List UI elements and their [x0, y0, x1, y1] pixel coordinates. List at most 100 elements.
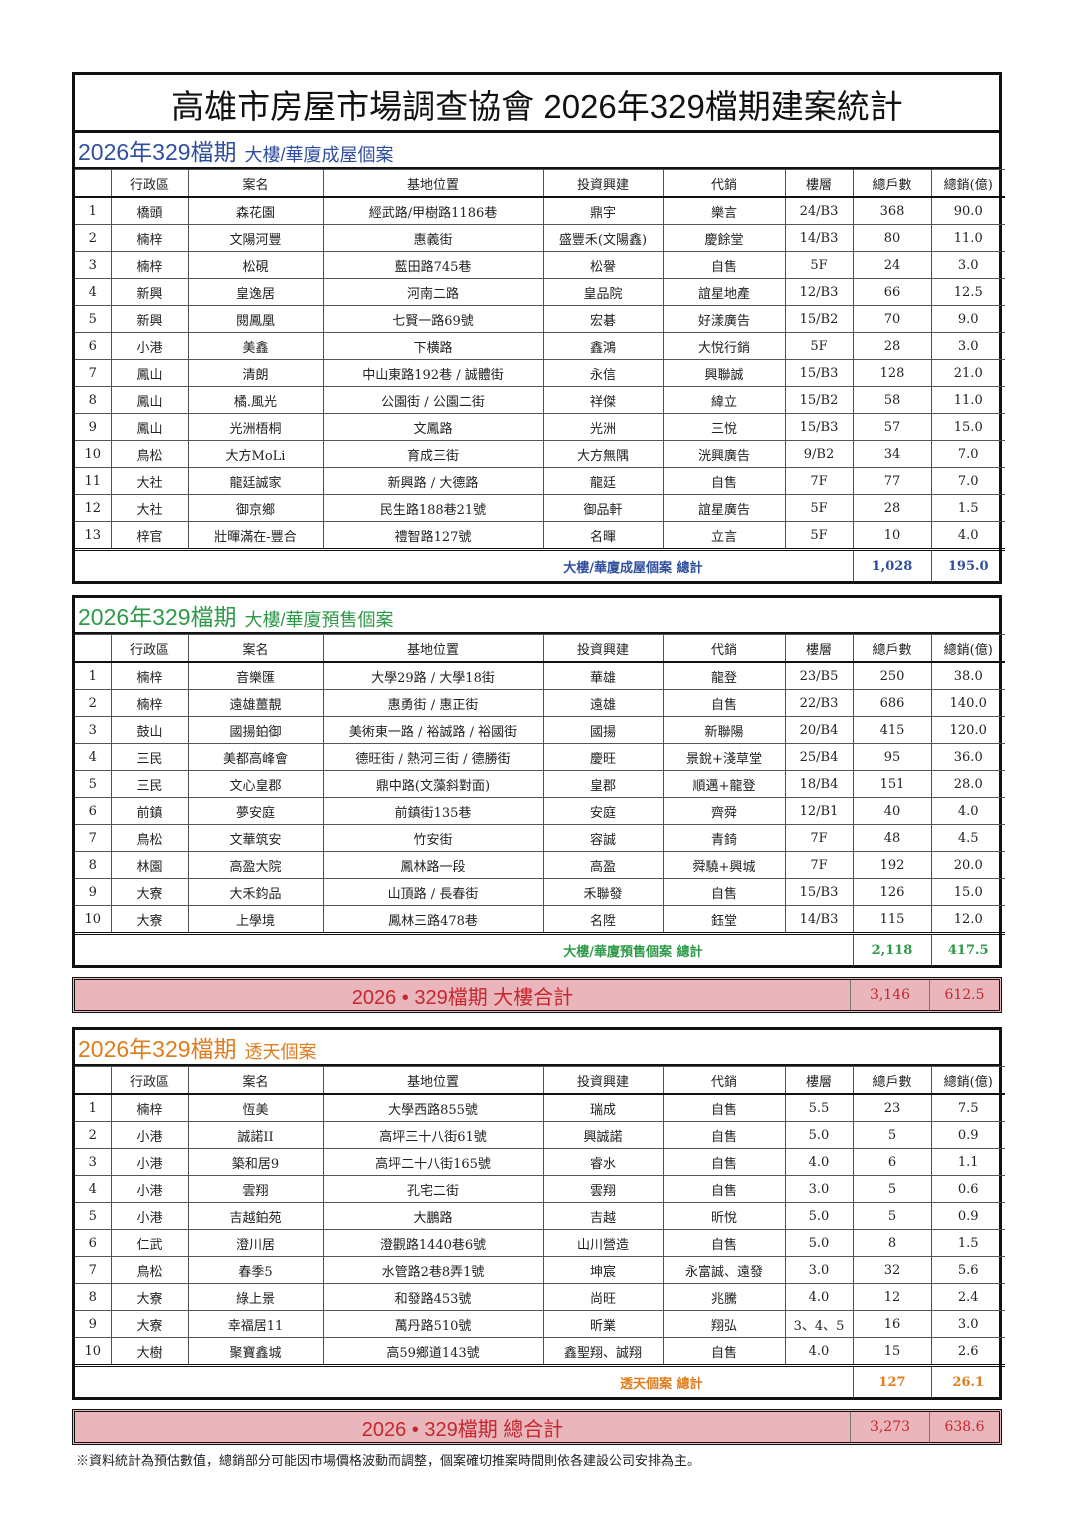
- table-cell: 3.0: [930, 1310, 1005, 1338]
- section-completed-towers: 2026年329檔期 大樓/華廈成屋個案 行政區 案名 基地位置 投資興建 代銷 樓層 總戶數…: [72, 130, 1005, 584]
- table-cell: 5: [75, 305, 112, 333]
- column-header: 代銷: [662, 169, 786, 198]
- total-sales: 26.1: [930, 1364, 1005, 1397]
- header-row: 行政區 案名 基地位置 投資興建 代銷 樓層 總戶數 總銷(億): [75, 634, 1005, 663]
- table-row: 1 楠梓 恆美 大學西路855號 瑞成 自售 5.5 23 7.5: [75, 1093, 1005, 1122]
- table-cell: 皇逸居: [187, 278, 324, 306]
- table-cell: 20.0: [930, 851, 1005, 879]
- table-cell: 128: [852, 359, 932, 387]
- table-cell: 大社: [110, 467, 189, 495]
- table-cell: 遠雄: [542, 689, 664, 717]
- table-cell: 2.6: [930, 1337, 1005, 1366]
- table-cell: 大社: [110, 494, 189, 522]
- table-cell: 3.0: [930, 251, 1005, 279]
- table-cell: 鳥松: [110, 440, 189, 468]
- table-cell: 華雄: [542, 661, 664, 690]
- table-cell: 28.0: [930, 770, 1005, 798]
- project-table: 行政區 案名 基地位置 投資興建 代銷 樓層 總戶數 總銷(億) 1 楠梓 恆美 大學西路855號 瑞成…: [75, 1066, 1005, 1397]
- table-cell: 慶旺: [542, 743, 664, 771]
- grand-total-sales: 638.6: [944, 1419, 985, 1435]
- column-header: 代銷: [662, 634, 786, 663]
- table-cell: 松硯: [187, 251, 324, 279]
- table-cell: 新興: [110, 278, 189, 306]
- table-cell: 美鑫: [187, 332, 324, 360]
- table-cell: 36.0: [930, 743, 1005, 771]
- table-cell: 中山東路192巷 / 誠體街: [322, 359, 544, 387]
- table-cell: 澄川居: [187, 1229, 324, 1257]
- section-presale-towers: 2026年329檔期 大樓/華廈預售個案 行政區 案名 基地位置 投資興建 代銷 樓層 總戶數…: [72, 595, 1005, 968]
- table-cell: 140.0: [930, 689, 1005, 717]
- table-cell: 686: [852, 689, 932, 717]
- table-cell: 楠梓: [110, 224, 189, 252]
- table-cell: 5F: [784, 494, 854, 522]
- table-cell: 7.5: [930, 1093, 1005, 1122]
- table-cell: 57: [852, 413, 932, 441]
- table-cell: 大寮: [110, 1283, 189, 1311]
- table-cell: 吉越鉑苑: [187, 1202, 324, 1230]
- table-cell: 皇郡: [542, 770, 664, 798]
- table-cell: 22/B3: [784, 689, 854, 717]
- column-header: 案名: [187, 1066, 324, 1095]
- table-cell: 小港: [110, 1175, 189, 1203]
- section-townhouses: 2026年329檔期 透天個案 行政區 案名 基地位置 投資興建 代銷 樓層 總戶數 總銷(億)…: [72, 1027, 1005, 1400]
- table-cell: 7: [75, 824, 112, 852]
- table-cell: 下横路: [322, 332, 544, 360]
- table-cell: 林園: [110, 851, 189, 879]
- table-cell: 誼星地產: [662, 278, 786, 306]
- table-cell: 恆美: [187, 1093, 324, 1122]
- table-cell: 5: [852, 1202, 932, 1230]
- table-cell: 美術東一路 / 裕誠路 / 裕國街: [322, 716, 544, 744]
- table-row: 8 林園 高盈大院 鳳林路一段 高盈 舜驍+興城 7F 192 20.0: [75, 851, 1005, 879]
- table-row: 6 仁武 澄川居 澄觀路1440巷6號 山川營造 自售 5.0 8 1.5: [75, 1229, 1005, 1257]
- table-cell: 齊舜: [662, 797, 786, 825]
- table-cell: 宏碁: [542, 305, 664, 333]
- table-cell: 昕悅: [662, 1202, 786, 1230]
- table-cell: 舜驍+興城: [662, 851, 786, 879]
- table-cell: 好漾廣告: [662, 305, 786, 333]
- table-cell: 楠梓: [110, 689, 189, 717]
- table-cell: 34: [852, 440, 932, 468]
- table-cell: 鳳山: [110, 386, 189, 414]
- table-cell: 4: [75, 1175, 112, 1203]
- table-cell: 368: [852, 196, 932, 225]
- table-cell: 自售: [662, 467, 786, 495]
- table-row: 11 大社 龍廷誠家 新興路 / 大德路 龍廷 自售 7F 77 7.0: [75, 467, 1005, 495]
- table-cell: 大樹: [110, 1337, 189, 1366]
- table-cell: 三民: [110, 770, 189, 798]
- table-row: 10 大寮 上學境 鳳林三路478巷 名陞 鈺堂 14/B3 115 12.0: [75, 905, 1005, 934]
- table-cell: 66: [852, 278, 932, 306]
- table-cell: 11.0: [930, 386, 1005, 414]
- table-cell: 誠諾II: [187, 1121, 324, 1149]
- table-cell: 大禾鈞品: [187, 878, 324, 906]
- table-cell: 鳥松: [110, 1256, 189, 1284]
- table-cell: 前鎮街135巷: [322, 797, 544, 825]
- column-header: 樓層: [784, 634, 854, 663]
- table-cell: 大學西路855號: [322, 1093, 544, 1122]
- table-cell: 雲翔: [187, 1175, 324, 1203]
- table-cell: 24: [852, 251, 932, 279]
- table-cell: 11.0: [930, 224, 1005, 252]
- table-cell: 築和居9: [187, 1148, 324, 1176]
- table-cell: 15/B3: [784, 413, 854, 441]
- table-row: 5 新興 閱鳳凰 七賢一路69號 宏碁 好漾廣告 15/B2 70 9.0: [75, 305, 1005, 333]
- table-cell: 7.0: [930, 467, 1005, 495]
- grand-total-all: 2026 • 329檔期 總合計 3,273 638.6: [72, 1409, 1002, 1445]
- table-cell: 3: [75, 251, 112, 279]
- total-sales: 195.0: [930, 548, 1005, 581]
- total-label: 大樓/華廈預售個案 總計: [75, 932, 854, 965]
- table-cell: 10: [852, 521, 932, 550]
- table-cell: 5.0: [784, 1202, 854, 1230]
- table-cell: 7F: [784, 467, 854, 495]
- table-cell: 6: [852, 1148, 932, 1176]
- table-cell: 5F: [784, 521, 854, 550]
- table-cell: 大寮: [110, 1310, 189, 1338]
- column-header: 行政區: [110, 634, 189, 663]
- table-cell: 龍登: [662, 661, 786, 690]
- table-cell: 萬丹路510號: [322, 1310, 544, 1338]
- table-cell: 山頂路 / 長春街: [322, 878, 544, 906]
- grand-total-units: 3,273: [851, 1412, 930, 1442]
- total-row: 透天個案 總計 127 26.1: [75, 1364, 1005, 1397]
- table-row: 6 小港 美鑫 下横路 鑫鴻 大悅行銷 5F 28 3.0: [75, 332, 1005, 360]
- table-cell: 高盈大院: [187, 851, 324, 879]
- page-title: 高雄市房屋市場調查協會 2026年329檔期建案統計: [72, 72, 1002, 132]
